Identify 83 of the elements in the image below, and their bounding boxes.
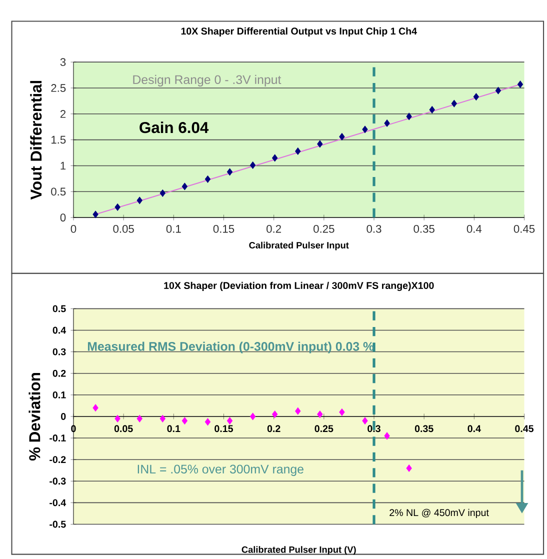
point xyxy=(518,80,524,88)
x-tick-label: 0.45 xyxy=(515,425,534,432)
point xyxy=(384,432,390,440)
y-tick-label: 0 xyxy=(60,214,66,222)
point xyxy=(451,100,458,108)
point xyxy=(317,140,323,148)
point xyxy=(205,176,211,183)
x-tick-label: 0 xyxy=(71,425,76,432)
point xyxy=(362,126,368,134)
x-tick-label: 0.35 xyxy=(414,224,435,233)
point xyxy=(339,133,345,140)
y-tick-label: -0.5 xyxy=(50,520,66,528)
point xyxy=(160,190,166,197)
y-tick-label: 0.5 xyxy=(51,188,66,196)
point xyxy=(362,417,368,424)
chart-title: 10X Shaper (Deviation from Linear / 300mV FS range)X100 xyxy=(164,282,434,291)
point xyxy=(272,154,278,162)
y-tick-label: 0.4 xyxy=(52,326,66,334)
x-tick-label: 0.45 xyxy=(514,224,535,233)
x-axis-title: Calibrated Pulser Input (V) xyxy=(242,546,356,555)
point xyxy=(114,414,120,422)
point xyxy=(136,414,143,422)
y-tick-label: 2 xyxy=(60,110,66,118)
x-tick-label: 0.15 xyxy=(214,425,234,432)
annotation: Design Range 0 - .3V input xyxy=(133,74,282,87)
y-tick-label: -0.3 xyxy=(50,478,66,485)
point xyxy=(295,148,301,155)
x-tick-label: 0.3 xyxy=(368,425,381,432)
y-tick-label: -0.4 xyxy=(50,499,66,506)
y-tick-label: -0.1 xyxy=(50,434,66,442)
point xyxy=(495,86,502,94)
point xyxy=(406,464,412,472)
x-tick-label: 0.3 xyxy=(366,224,382,233)
point xyxy=(92,404,98,412)
point xyxy=(429,106,436,114)
x-tick-label: 0.1 xyxy=(167,425,180,432)
x-axis-title: Calibrated Pulser Input xyxy=(249,242,349,250)
point xyxy=(92,210,98,218)
point xyxy=(250,412,256,420)
y-tick-label: 0 xyxy=(61,412,66,420)
y-tick-label: 1 xyxy=(60,162,66,170)
point xyxy=(473,93,480,100)
point xyxy=(317,410,323,418)
point xyxy=(114,204,120,211)
point xyxy=(182,182,188,190)
x-tick-label: 0.25 xyxy=(314,224,334,233)
x-tick-label: 0.05 xyxy=(114,425,133,432)
point xyxy=(406,112,412,120)
y-axis-title: % Deviation xyxy=(28,373,40,461)
point xyxy=(384,120,390,127)
annotation: 2% NL @ 450mV input xyxy=(390,508,489,518)
point xyxy=(339,408,345,416)
point xyxy=(227,417,233,424)
point xyxy=(205,418,211,426)
chart-title: 10X Shaper Differential Output vs Input Chip 1 Ch4 xyxy=(181,27,418,37)
point xyxy=(160,414,166,422)
x-tick-label: 0.4 xyxy=(468,425,482,432)
annotation: INL = .05% over 300mV range xyxy=(138,464,304,476)
y-tick-label: 0.2 xyxy=(52,370,66,377)
x-tick-label: 0.35 xyxy=(415,425,434,432)
x-tick-label: 0.15 xyxy=(213,224,234,233)
y-tick-label: 0.5 xyxy=(52,305,66,312)
point xyxy=(182,417,188,424)
x-tick-label: 0.1 xyxy=(166,224,181,233)
point xyxy=(295,407,301,415)
point xyxy=(250,162,256,169)
x-tick-label: 0.2 xyxy=(266,224,282,233)
y-tick-label: 0.3 xyxy=(52,348,66,356)
y-axis-title: Vout Differential xyxy=(30,80,42,200)
y-tick-label: 3 xyxy=(60,58,66,66)
y-tick-label: -0.2 xyxy=(50,456,66,464)
y-tick-label: 1.5 xyxy=(52,136,66,144)
point xyxy=(272,410,278,418)
point xyxy=(227,168,233,176)
x-tick-label: 0.25 xyxy=(314,425,334,432)
y-tick-label: 2.5 xyxy=(51,84,66,92)
annotation: Gain 6.04 xyxy=(140,122,209,134)
point xyxy=(136,196,143,204)
x-tick-label: 0.4 xyxy=(466,224,482,233)
y-tick-label: 0.1 xyxy=(52,391,66,398)
x-tick-label: 0.2 xyxy=(268,425,280,432)
x-tick-label: 0 xyxy=(70,224,76,233)
x-tick-label: 0.05 xyxy=(113,224,134,233)
